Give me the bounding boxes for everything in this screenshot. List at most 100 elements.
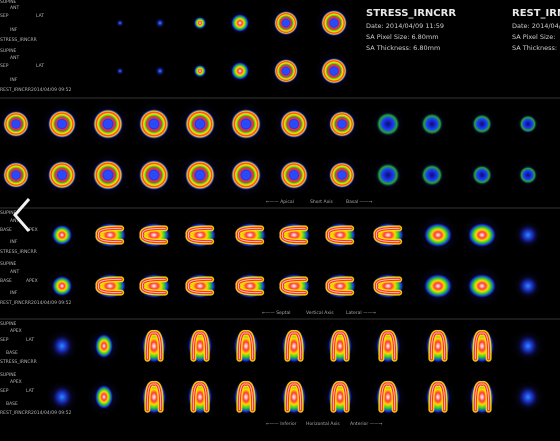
top-slice-3 [231,14,249,32]
vertical-axis-slice-5-shape [279,225,309,245]
short-axis-slice-2-cavity [103,170,113,180]
top-slice-4-cavity [282,19,290,27]
vla-label: BASE [0,228,12,233]
vertical-axis-label-mid: Vertical Axis [306,311,334,316]
stress-info-panel: STRESS_IRNCRR Date: 2014/04/09 11:59 SA … [366,8,456,52]
horizontal-axis-slice-5-shape [284,329,304,362]
top-slice-5-core [326,15,342,31]
horizontal-axis-slice-3-shape [190,380,210,413]
top-label-5: INF [10,28,18,33]
vertical-axis-slice-7-shape [373,276,403,296]
horizontal-axis-label-left: ←—— Inferior [266,422,297,427]
vertical-axis-slice-6-shape [325,276,355,296]
vla-label: INF [10,291,18,296]
hla-label: SUPINE [0,322,17,327]
hla-label: LAT [26,338,35,343]
short-axis-slice-8 [376,163,400,187]
separator [0,207,560,209]
top-rest-row [115,51,354,91]
top-label-7: SUPINE [0,49,17,54]
horizontal-axis-slice-1 [95,334,113,358]
short-axis-slice-0-cavity [12,171,20,179]
horizontal-axis-slice-7-shape [378,329,398,362]
horizontal-axis-stress-row [45,327,545,365]
vertical-axis-slice-10 [518,225,538,245]
hla-label: SEP [0,389,9,394]
top-stress-row [115,3,354,43]
top-slice-2 [194,65,206,77]
vertical-axis-rest-row [47,265,543,307]
horizontal-axis-slice-0 [52,386,72,408]
vertical-axis-slice-4-shape [235,276,265,296]
top-slice-1 [156,67,164,75]
rest-info-pixel: SA Pixel Size: [512,33,556,41]
hla-label: BASE [6,351,18,356]
short-axis-slice-5-core [237,115,255,133]
horizontal-axis-slice-0 [52,335,72,357]
hla-label: APEX [10,380,22,385]
top-slice-5-cavity [330,19,338,27]
top-slice-1 [156,19,164,27]
vla-label: ANT [10,219,20,224]
short-axis-slice-4-core [191,115,209,133]
horizontal-axis-label-mid: Horizontal Axis [306,422,340,427]
top-slice-4-cavity [282,67,290,75]
vertical-axis-slice-1-shape [95,276,125,296]
short-axis-slice-11 [519,115,537,133]
hla-label: APEX [10,329,22,334]
vertical-axis-slice-6-shape [325,225,355,245]
stress-info-date: Date: 2014/04/09 11:59 [366,22,445,30]
short-axis-slice-3-cavity [149,170,159,180]
short-axis-slice-3-cavity [149,119,159,129]
vertical-axis-slice-8 [424,223,452,247]
previous-button[interactable] [9,195,35,235]
short-axis-slice-7-cavity [338,120,346,128]
short-axis-slice-3-core [145,166,163,184]
separator [0,97,560,99]
horizontal-axis-slice-7-shape [378,380,398,413]
top-slice-4-core [279,16,293,30]
vla-label: APEX [26,228,38,233]
short-axis-slice-2-core [99,115,117,133]
short-axis-slice-6-cavity [289,119,299,129]
vla-label: BASE [0,279,12,284]
vertical-axis-slice-5-shape [279,276,309,296]
short-axis-slice-2-core [99,166,117,184]
short-axis-rest-row [0,152,541,198]
top-label-2: ANT [10,6,20,11]
top-label-9: SEP [0,64,9,69]
short-axis-slice-1-cavity [57,170,67,180]
vla-label: REST_IRNCRR2014/04/09 09:52 [0,301,72,306]
stress-info-pixel: SA Pixel Size: 6.80mm [366,33,439,41]
short-axis-slice-1-cavity [57,119,67,129]
horizontal-axis-label-right: Anterior ——→ [350,422,383,427]
rest-info-panel: REST_IRNC Date: 2014/04/ SA Pixel Size: … [512,8,560,52]
top-label-4: LAT [36,14,45,19]
short-axis-slice-5-cavity [241,170,251,180]
stress-info-thickness: SA Thickness: 6.80mm [366,44,441,52]
horizontal-axis-slice-6-shape [330,329,350,362]
vla-label: APEX [26,279,38,284]
short-axis-slice-0-core [8,116,24,132]
hla-label: BASE [6,402,18,407]
vertical-axis-label-right: Lateral ——→ [346,311,376,316]
horizontal-axis-slice-10 [518,386,538,408]
short-axis-slice-5-core [237,166,255,184]
short-axis-slice-6-core [286,116,302,132]
vertical-axis-slice-0 [52,225,72,245]
vertical-axis-slice-0 [52,276,72,296]
horizontal-axis-slice-2-shape [144,380,164,413]
chevron-left-icon [13,198,31,232]
vla-label: ANT [10,270,20,275]
vertical-axis-stress-row [47,214,543,256]
top-label-1: SUPINE [0,0,17,5]
horizontal-axis-slice-4-shape [236,380,256,413]
horizontal-axis-slice-1 [95,385,113,409]
stress-info-title: STRESS_IRNCRR [366,8,457,19]
vertical-axis-slice-4-shape [235,225,265,245]
short-axis-slice-9 [421,164,443,186]
short-axis-slice-10 [472,165,492,185]
separator [0,318,560,320]
short-axis-slice-2-cavity [103,119,113,129]
vertical-axis-slice-10 [518,276,538,296]
